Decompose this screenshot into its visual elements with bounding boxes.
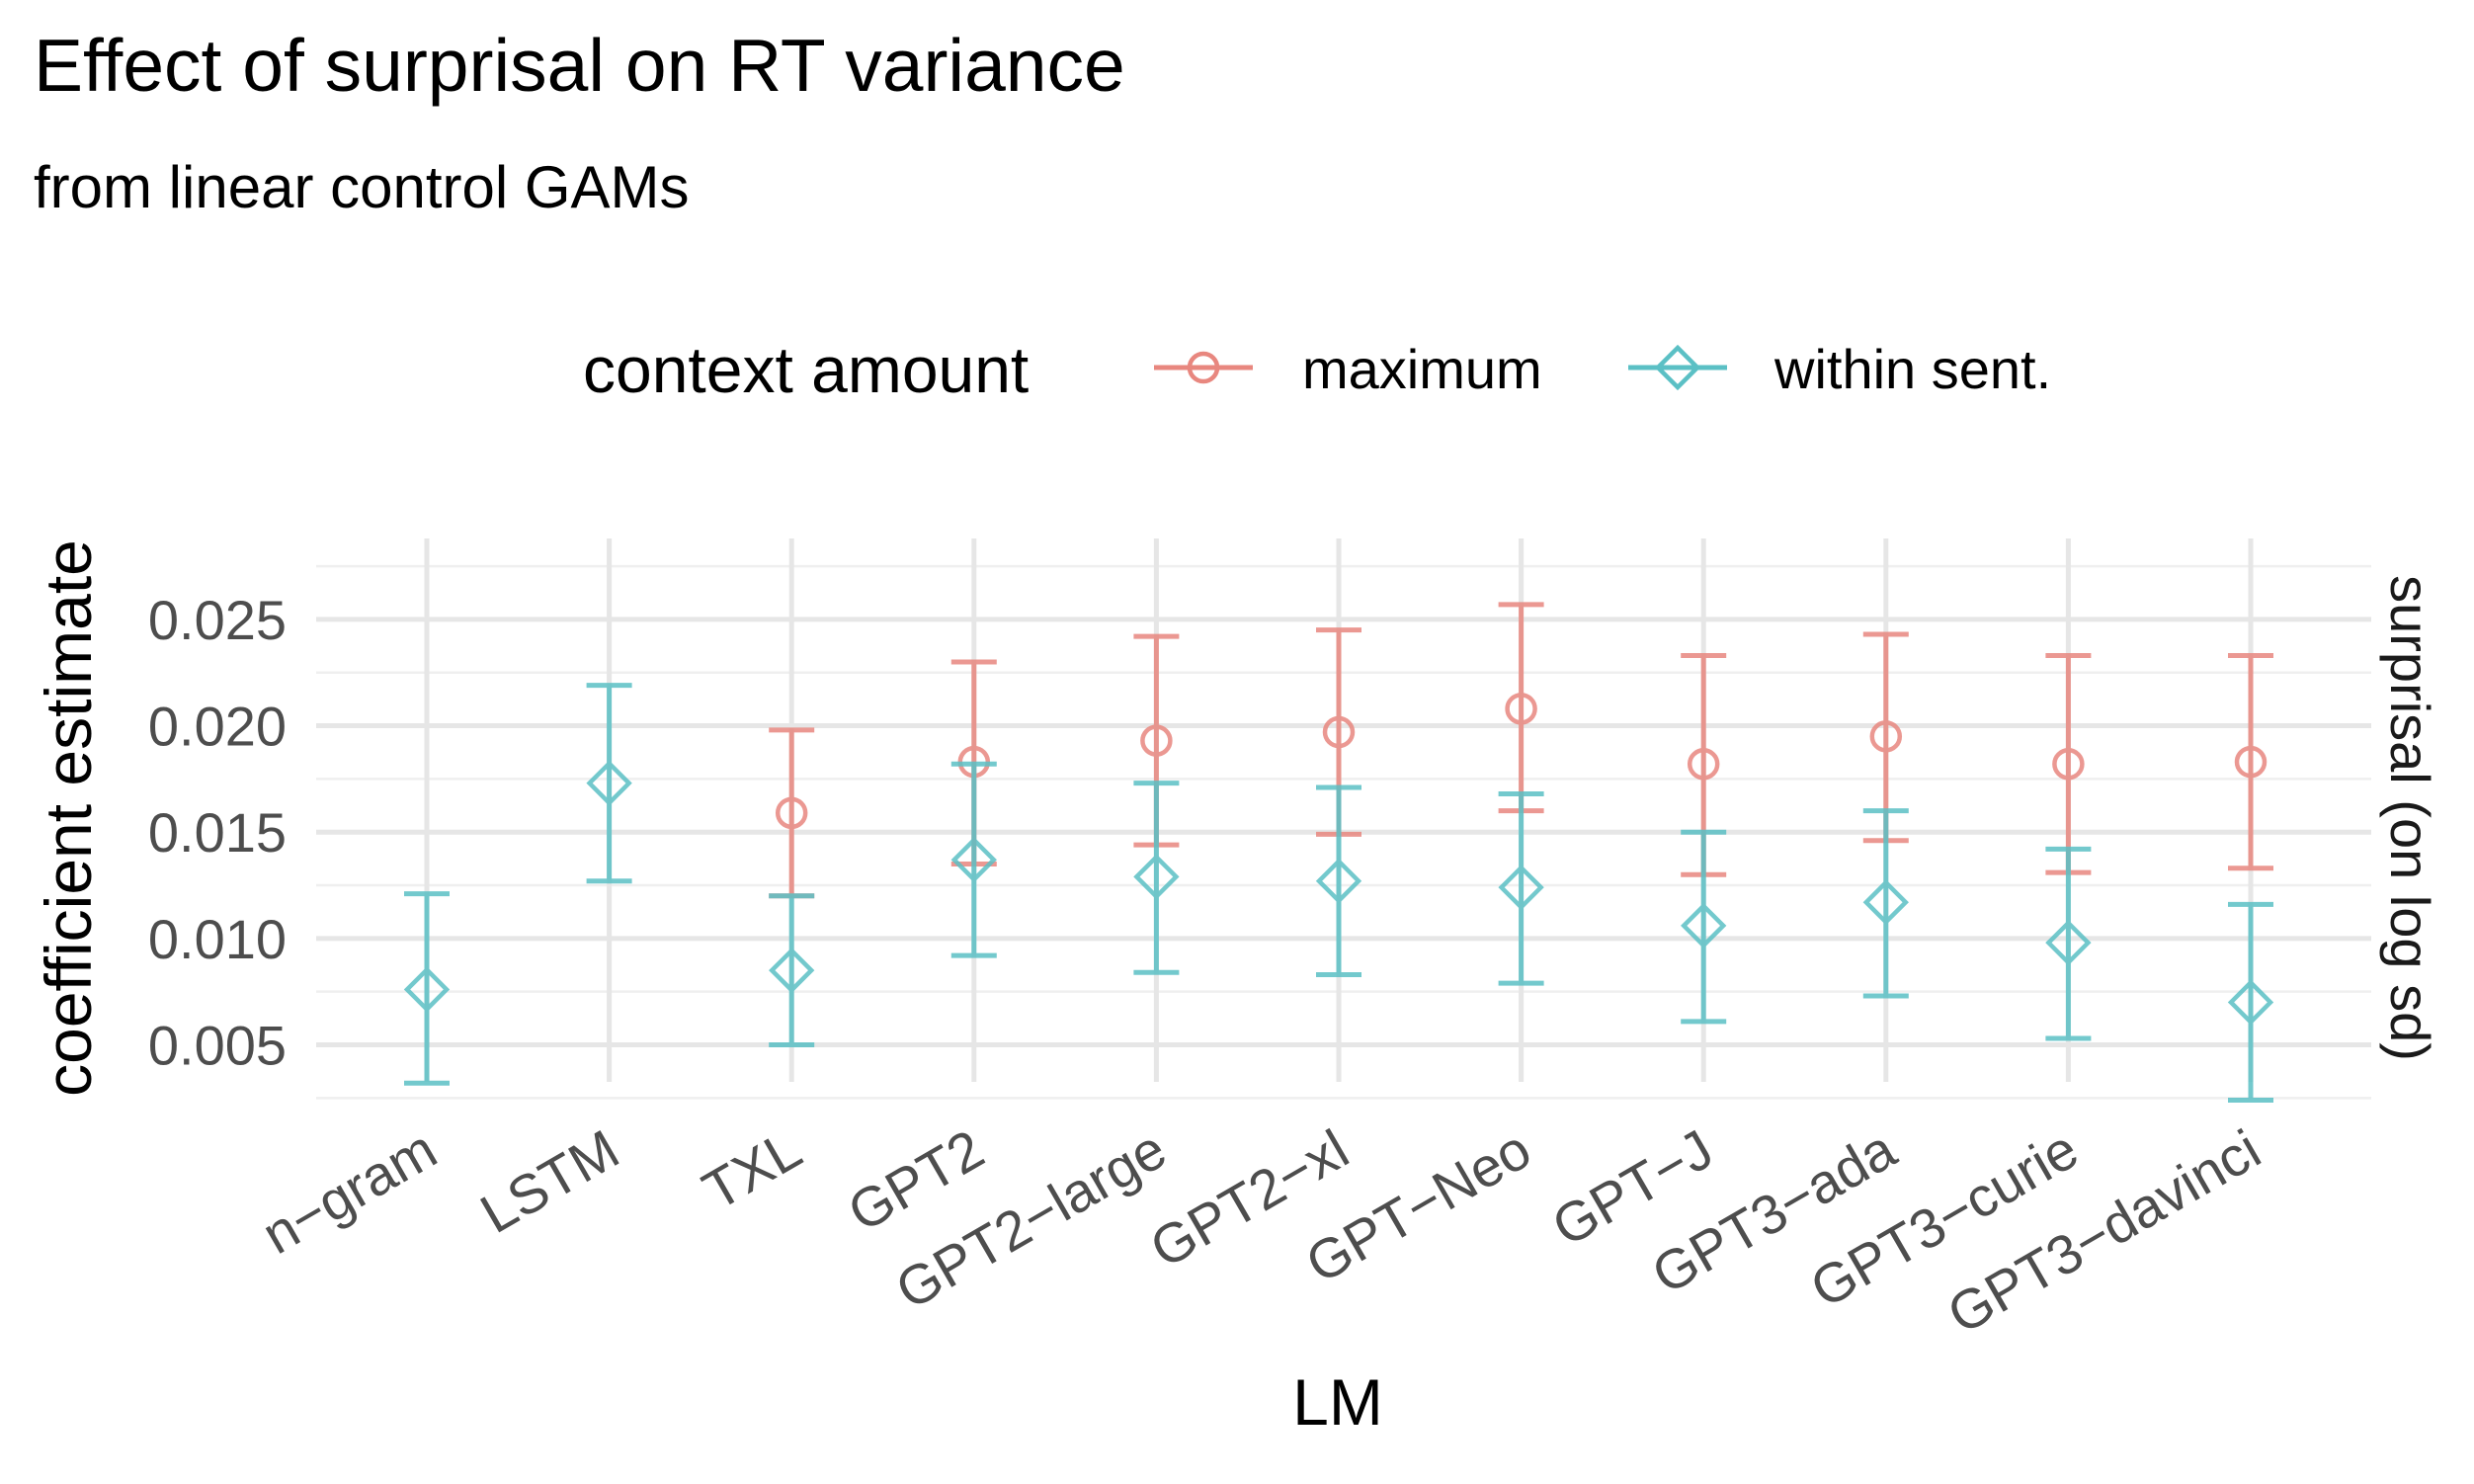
y-axis-ticks: 0.005 0.010 0.015 0.020 0.025 <box>148 589 287 1077</box>
legend-key-diamond-icon <box>1654 344 1701 391</box>
y-tick-label: 0.020 <box>148 696 287 758</box>
legend-item-maximum: maximum <box>1154 338 1542 400</box>
x-tick-label: TXL <box>693 1117 811 1222</box>
chart-subtitle: from linear control GAMs <box>34 154 690 220</box>
plot-panel: 0.005 0.010 0.015 0.020 0.025 n−gram LSTM TXL G… <box>148 538 2371 1346</box>
data-point-diamond <box>1133 854 1180 900</box>
data-point-circle <box>2052 748 2085 781</box>
data-point-diamond <box>950 837 997 883</box>
y-tick-label: 0.025 <box>148 589 287 651</box>
legend-key-circle-icon <box>1187 351 1220 384</box>
data-point-circle <box>1505 693 1537 725</box>
grid <box>316 538 2371 1100</box>
data-point-diamond <box>2227 979 2274 1026</box>
series-within-sent <box>403 683 2274 1103</box>
data-point-circle <box>775 796 808 830</box>
y-tick-label: 0.005 <box>148 1015 287 1077</box>
chart-title: Effect of surprisal on RT variance <box>34 24 1125 107</box>
y-axis-title: coefficient estimate <box>32 539 105 1097</box>
data-point-diamond <box>1498 864 1544 911</box>
legend-label-within-sent: within sent. <box>1773 338 2051 400</box>
data-point-circle <box>1687 748 1720 781</box>
x-tick-label: LSTM <box>470 1117 629 1245</box>
data-point-circle <box>1322 715 1356 749</box>
data-point-diamond <box>1862 879 1909 926</box>
data-point-diamond <box>1315 858 1362 904</box>
data-marks <box>403 602 2274 1103</box>
x-tick-label: GPT3−davinci <box>1938 1117 2270 1346</box>
x-axis-title: LM <box>1292 1365 1383 1439</box>
y-tick-label: 0.010 <box>148 908 287 970</box>
legend-label-maximum: maximum <box>1302 338 1542 400</box>
data-point-diamond <box>403 966 451 1013</box>
legend-title: context amount <box>583 333 1029 406</box>
legend-item-within-sent: within sent. <box>1628 338 2051 400</box>
data-point-circle <box>1869 720 1903 753</box>
strip-label: surprisal (on log sd) <box>2379 575 2441 1061</box>
x-axis-ticks: n−gram LSTM TXL GPT2GPT2−largeGPT2−xlGPT−Ne… <box>252 1116 2270 1346</box>
data-point-diamond <box>1681 902 1727 949</box>
legend: context amount maximum within sent. <box>583 333 2051 406</box>
data-point-circle <box>2234 745 2268 779</box>
data-point-diamond <box>586 760 632 806</box>
x-tick-label: n−gram <box>252 1117 447 1266</box>
data-point-diamond <box>769 947 815 994</box>
y-tick-label: 0.015 <box>148 801 287 864</box>
data-point-circle <box>1140 724 1173 757</box>
data-point-diamond <box>2045 919 2092 966</box>
